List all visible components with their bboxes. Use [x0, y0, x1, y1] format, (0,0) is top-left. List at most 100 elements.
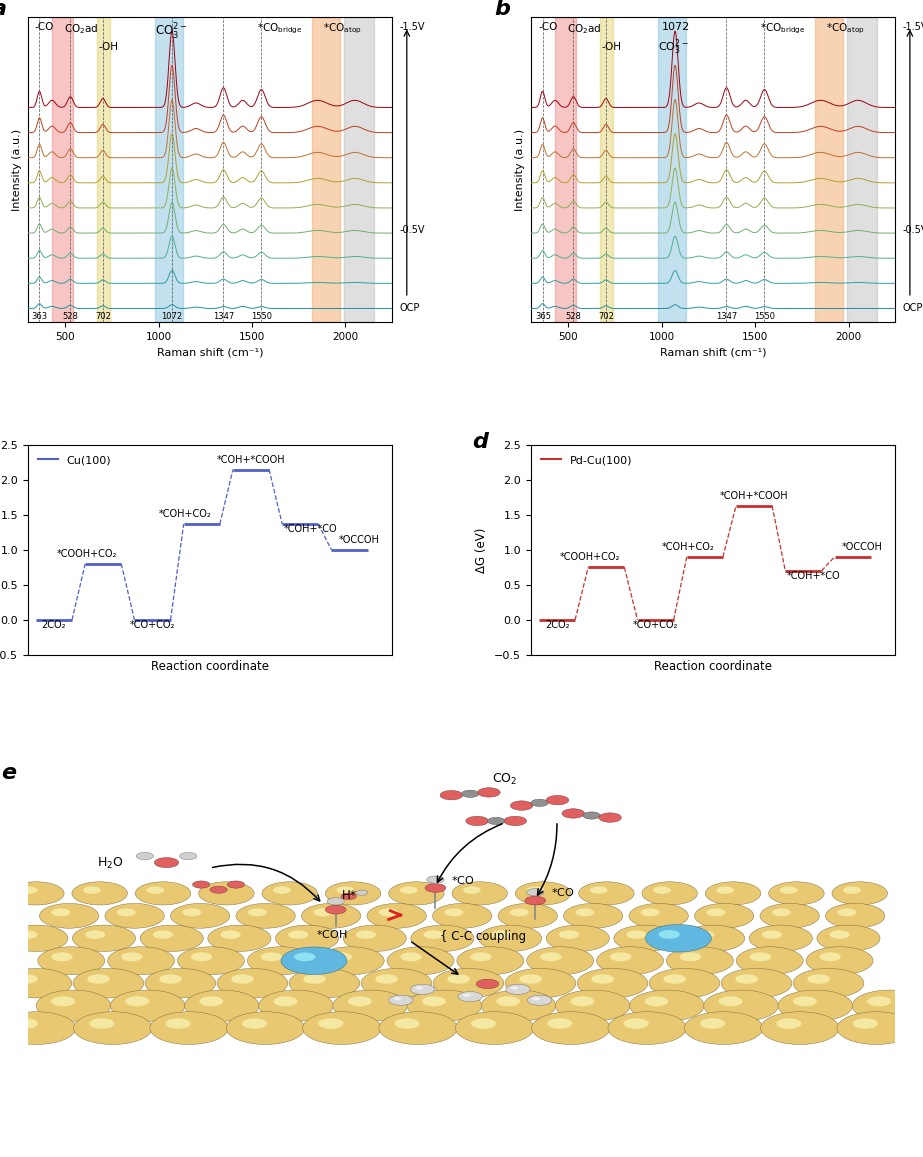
Circle shape [705, 882, 761, 905]
Circle shape [105, 904, 164, 928]
Circle shape [217, 968, 288, 998]
Circle shape [183, 908, 201, 916]
Circle shape [820, 952, 841, 961]
Circle shape [506, 985, 530, 994]
Circle shape [325, 882, 381, 905]
Circle shape [830, 930, 850, 938]
Circle shape [832, 882, 888, 905]
Circle shape [546, 926, 609, 951]
Circle shape [260, 952, 282, 961]
Text: *OCCOH: *OCCOH [339, 535, 380, 545]
Bar [658, 17, 686, 323]
Text: *COH+CO₂: *COH+CO₂ [159, 509, 211, 519]
Circle shape [761, 930, 782, 938]
Circle shape [641, 908, 660, 916]
Text: 702: 702 [95, 311, 111, 320]
Circle shape [318, 946, 384, 974]
Legend: Pd-Cu(100): Pd-Cu(100) [536, 450, 637, 470]
Circle shape [694, 904, 754, 928]
Circle shape [147, 886, 164, 894]
Circle shape [736, 974, 758, 983]
Text: -1.5V: -1.5V [400, 22, 425, 32]
Circle shape [793, 968, 864, 998]
Circle shape [433, 968, 504, 998]
Circle shape [590, 886, 607, 894]
Circle shape [262, 882, 318, 905]
Circle shape [415, 986, 423, 989]
Circle shape [52, 908, 70, 916]
Text: 1347: 1347 [716, 311, 737, 320]
Circle shape [627, 930, 647, 938]
Circle shape [108, 946, 174, 974]
Circle shape [642, 882, 698, 905]
Circle shape [83, 886, 101, 894]
Circle shape [457, 946, 524, 974]
Circle shape [242, 1018, 267, 1029]
Circle shape [343, 926, 406, 951]
Circle shape [776, 1018, 801, 1029]
Circle shape [153, 930, 173, 938]
Circle shape [466, 816, 488, 826]
Circle shape [760, 904, 820, 928]
Circle shape [165, 1018, 191, 1029]
Circle shape [325, 905, 346, 914]
Circle shape [401, 952, 422, 961]
Circle shape [407, 990, 482, 1022]
Text: *COOH+CO₂: *COOH+CO₂ [559, 553, 620, 562]
Bar [155, 17, 183, 323]
Circle shape [577, 968, 648, 998]
Circle shape [5, 926, 68, 951]
Circle shape [562, 809, 584, 818]
Circle shape [579, 882, 634, 905]
Circle shape [302, 904, 361, 928]
Circle shape [38, 946, 105, 974]
Circle shape [336, 886, 354, 894]
Circle shape [179, 853, 197, 860]
Circle shape [852, 990, 923, 1022]
Text: *CO+CO₂: *CO+CO₂ [633, 620, 678, 629]
Circle shape [629, 904, 689, 928]
Circle shape [117, 908, 136, 916]
Circle shape [614, 926, 677, 951]
Text: *COH+*COOH: *COH+*COOH [217, 455, 285, 465]
Text: -OH: -OH [99, 42, 119, 52]
Circle shape [289, 968, 360, 998]
Bar [343, 17, 374, 323]
Circle shape [15, 974, 38, 983]
Legend: Cu(100): Cu(100) [33, 450, 115, 470]
Circle shape [236, 904, 295, 928]
Circle shape [185, 990, 259, 1022]
Text: 702: 702 [598, 311, 614, 320]
Text: CO$_3^{2-}$: CO$_3^{2-}$ [658, 37, 689, 57]
Circle shape [231, 974, 254, 983]
Circle shape [426, 876, 444, 883]
Circle shape [853, 1018, 878, 1029]
Text: *OCCOH: *OCCOH [842, 541, 883, 552]
Text: -0.5V: -0.5V [400, 224, 425, 235]
Circle shape [389, 882, 444, 905]
Circle shape [837, 908, 857, 916]
Circle shape [198, 882, 254, 905]
Circle shape [281, 946, 347, 974]
Text: d: d [473, 433, 488, 452]
Circle shape [221, 930, 241, 938]
Circle shape [649, 968, 720, 998]
Circle shape [177, 946, 245, 974]
Circle shape [51, 952, 73, 961]
Text: CO$_3^{2-}$: CO$_3^{2-}$ [155, 22, 187, 42]
Circle shape [547, 1018, 572, 1029]
Text: 1072: 1072 [662, 22, 690, 32]
Circle shape [294, 952, 316, 961]
Text: OCP: OCP [400, 303, 420, 314]
Circle shape [737, 946, 803, 974]
Text: 528: 528 [566, 311, 581, 320]
Text: $*$COH: $*$COH [316, 928, 347, 939]
Circle shape [18, 930, 38, 938]
Circle shape [463, 886, 481, 894]
Circle shape [526, 889, 544, 896]
Circle shape [136, 882, 191, 905]
Circle shape [150, 1011, 228, 1045]
Circle shape [458, 992, 483, 1002]
Circle shape [126, 996, 150, 1007]
Circle shape [546, 795, 569, 805]
